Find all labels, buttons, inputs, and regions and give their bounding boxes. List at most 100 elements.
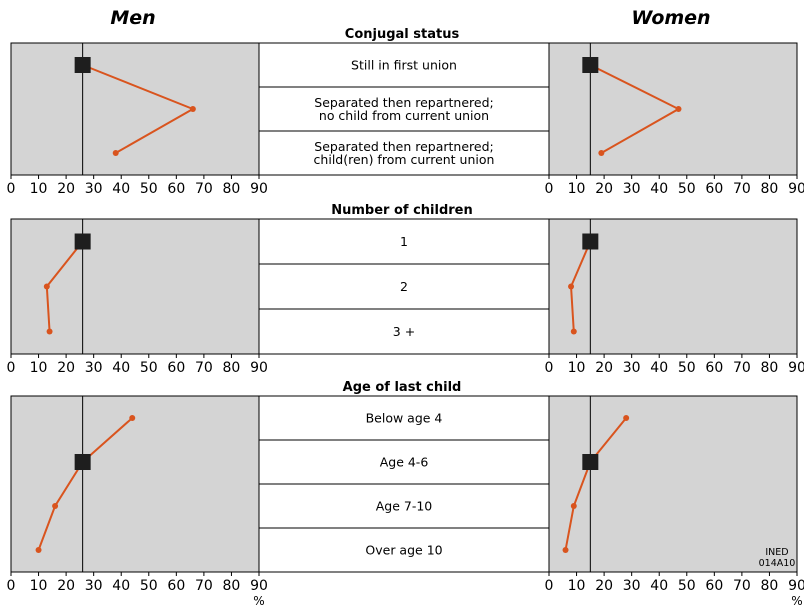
women-header: Women [631, 7, 710, 29]
panels: Conjugal status Still in first union Separ… [7, 27, 804, 608]
category-label: Separated then repartnered; no child from… [314, 95, 493, 123]
women-data-point [562, 547, 569, 553]
women-tick-label: 50 [678, 181, 696, 197]
women-tick-label: 80 [761, 360, 779, 376]
men-tick-label: 50 [140, 360, 158, 376]
men-tick-label: 60 [167, 578, 185, 594]
men-plot: 0 10 20 30 40 50 60 70 80 90 [7, 218, 268, 376]
women-data-point [570, 328, 577, 335]
men-tick-label: 70 [195, 181, 213, 197]
panel-title: Conjugal status [345, 27, 460, 42]
women-tick-label: 20 [595, 578, 613, 594]
women-tick-label: 70 [733, 360, 751, 376]
women-data-point [598, 150, 605, 156]
women-tick-label: 40 [650, 578, 668, 594]
men-reference-marker [74, 233, 91, 250]
men-tick-label: 0 [7, 360, 16, 376]
men-tick-label: 20 [57, 360, 75, 376]
women-data-point [568, 283, 575, 290]
women-data-point [570, 503, 577, 509]
men-tick-label: 10 [30, 578, 48, 594]
women-tick-label: 30 [623, 578, 641, 594]
men-plot: 0 10 20 30 40 50 60 70 80 90 [7, 42, 268, 197]
women-tick-label: 20 [595, 181, 613, 197]
women-tick-label: 60 [705, 181, 723, 197]
credit: INED 014A10 [759, 547, 796, 569]
men-tick-label: 20 [57, 181, 75, 197]
men-tick-label: 80 [223, 578, 241, 594]
women-reference-marker [582, 454, 599, 470]
women-tick-label: 80 [761, 578, 779, 594]
men-data-point [189, 106, 196, 112]
women-tick-label: 40 [650, 360, 668, 376]
credit-line-1: INED [765, 547, 788, 558]
women-data-point [675, 106, 682, 112]
men-tick-label: 0 [7, 181, 16, 197]
men-tick-label: 60 [167, 181, 185, 197]
men-data-point [43, 283, 50, 290]
women-tick-label: 30 [623, 181, 641, 197]
men-tick-label: 90 [250, 360, 268, 376]
men-plot-area [10, 42, 260, 176]
men-plot-area [10, 395, 260, 573]
women-tick-label: 70 [733, 181, 751, 197]
women-series-line [564, 417, 627, 551]
panel-title: Age of last child [343, 380, 462, 395]
women-tick-label: 90 [788, 181, 804, 197]
men-reference-marker [74, 454, 91, 470]
women-tick-label: 50 [678, 578, 696, 594]
men-tick-label: 30 [85, 181, 103, 197]
women-plot: 0 10 20 30 40 50 60 70 80 90% [545, 395, 804, 608]
men-tick-label: 60 [167, 360, 185, 376]
men-tick-label: 50 [140, 578, 158, 594]
women-plot: 0 10 20 30 40 50 60 70 80 90 [545, 42, 804, 197]
men-tick-label: 20 [57, 578, 75, 594]
credit-line-2: 014A10 [759, 558, 796, 569]
category-label: Age 4-6 [380, 455, 429, 470]
women-unit-label: % [791, 594, 802, 608]
women-tick-label: 90 [788, 360, 804, 376]
women-plot: 0 10 20 30 40 50 60 70 80 90 [545, 218, 804, 376]
men-tick-label: 70 [195, 578, 213, 594]
category-label: Over age 10 [365, 543, 442, 558]
women-tick-label: 10 [568, 360, 586, 376]
panel-title: Number of children [331, 203, 473, 218]
men-tick-label: 70 [195, 360, 213, 376]
women-tick-label: 70 [733, 578, 751, 594]
men-tick-label: 80 [223, 181, 241, 197]
panel-conjugal-status: Conjugal status Still in first union Separ… [7, 27, 804, 197]
category-column [258, 42, 550, 176]
women-plot-area [548, 395, 798, 573]
men-data-point [46, 328, 53, 335]
men-data-point [35, 547, 42, 553]
men-series-line [37, 417, 133, 551]
category-label: Separated then repartnered; child(ren) fr… [314, 139, 495, 167]
women-data-point [623, 415, 630, 421]
women-tick-label: 50 [678, 360, 696, 376]
women-tick-label: 80 [761, 181, 779, 197]
category-label: 3 + [393, 324, 415, 339]
men-tick-label: 0 [7, 578, 16, 594]
men-tick-label: 40 [112, 181, 130, 197]
women-tick-label: 10 [568, 578, 586, 594]
women-tick-label: 60 [705, 360, 723, 376]
category-label: 1 [400, 234, 408, 249]
men-unit-label: % [253, 594, 264, 608]
men-tick-label: 90 [250, 181, 268, 197]
category-label: Below age 4 [366, 411, 443, 426]
men-tick-label: 80 [223, 360, 241, 376]
men-tick-label: 50 [140, 181, 158, 197]
women-reference-marker [582, 233, 599, 250]
women-tick-label: 60 [705, 578, 723, 594]
women-tick-label: 0 [545, 181, 554, 197]
category-label: Age 7-10 [376, 499, 433, 514]
men-data-point [112, 150, 119, 156]
men-tick-label: 40 [112, 578, 130, 594]
men-tick-label: 10 [30, 360, 48, 376]
panel-age-of-last-child: Age of last child Below age 4 Age 4-6 Age 7… [7, 380, 804, 608]
women-tick-label: 90 [788, 578, 804, 594]
men-tick-label: 30 [85, 578, 103, 594]
men-header: Men [110, 7, 155, 29]
women-tick-label: 20 [595, 360, 613, 376]
women-tick-label: 30 [623, 360, 641, 376]
